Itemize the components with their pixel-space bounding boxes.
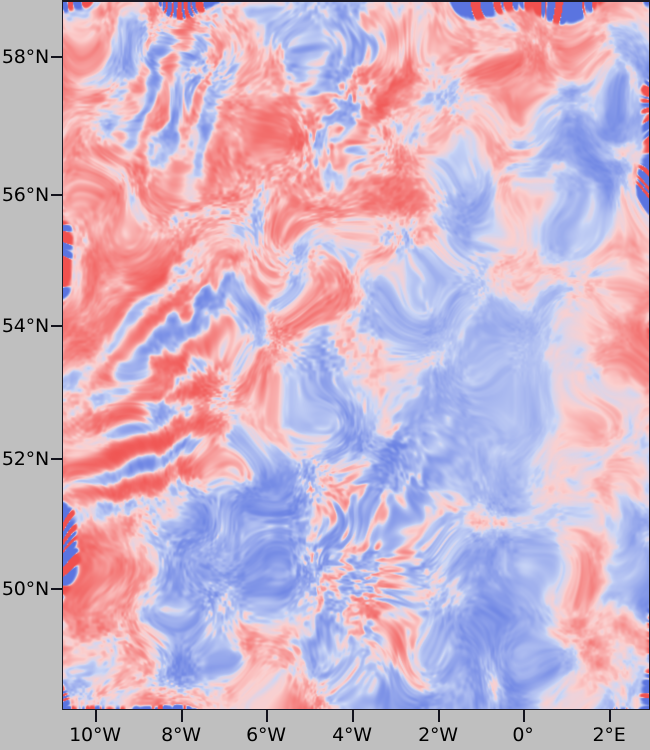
xtick-0 — [523, 710, 525, 722]
xtick-2W — [438, 710, 440, 722]
ytick-52 — [51, 458, 62, 460]
xtick-label-2E: 2°E — [592, 724, 626, 746]
xtick-2E — [609, 710, 611, 722]
ytick-label-58: 58°N — [1, 46, 49, 68]
xtick-label-10W: 10°W — [69, 724, 121, 746]
xtick-8W — [181, 710, 183, 722]
ytick-56 — [51, 194, 62, 196]
xtick-4W — [352, 710, 354, 722]
ytick-54 — [51, 325, 62, 327]
ytick-label-56: 56°N — [1, 184, 49, 206]
ytick-50 — [51, 588, 62, 590]
xtick-label-2W: 2°W — [418, 724, 458, 746]
ytick-label-54: 54°N — [1, 315, 49, 337]
field-heatmap — [63, 2, 649, 709]
xtick-6W — [266, 710, 268, 722]
xtick-label-0: 0° — [512, 724, 534, 746]
xtick-label-8W: 8°W — [161, 724, 201, 746]
xtick-label-6W: 6°W — [246, 724, 286, 746]
map-axes[interactable] — [62, 0, 650, 710]
ytick-label-52: 52°N — [1, 448, 49, 470]
ytick-label-50: 50°N — [1, 578, 49, 600]
xtick-10W — [95, 710, 97, 722]
xtick-label-4W: 4°W — [332, 724, 372, 746]
ytick-58 — [51, 56, 62, 58]
